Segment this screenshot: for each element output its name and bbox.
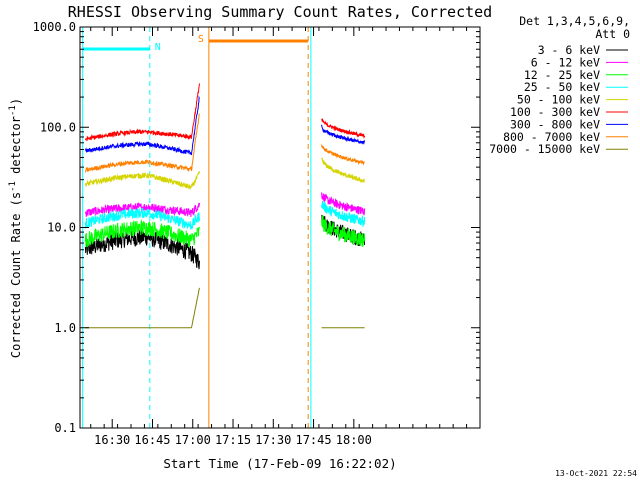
series-segment-post-gap bbox=[321, 215, 366, 247]
y-tick-label: 1.0 bbox=[54, 321, 76, 335]
y-axis-label-end: ) bbox=[9, 98, 23, 105]
series-segment-pre-gap bbox=[84, 83, 200, 142]
legend-label: 12 - 25 keV bbox=[524, 68, 600, 82]
series-line bbox=[84, 83, 366, 142]
legend-header-line1: Det 1,3,4,5,6,9, bbox=[519, 14, 630, 28]
legend-label: 6 - 12 keV bbox=[531, 55, 600, 69]
legend-label: 300 - 800 keV bbox=[510, 117, 600, 131]
series-line bbox=[84, 113, 366, 174]
series-line bbox=[85, 287, 365, 329]
flag-label-n: N bbox=[155, 42, 161, 53]
series-segment-post-gap bbox=[321, 144, 366, 166]
series-segment-pre-gap bbox=[84, 113, 200, 174]
legend-header-line2: Att 0 bbox=[595, 27, 630, 41]
series-segment-pre-gap bbox=[84, 207, 200, 230]
chart-title: RHESSI Observing Summary Count Rates, Co… bbox=[68, 3, 492, 21]
x-tick-label: 17:15 bbox=[215, 433, 251, 447]
series-segment-post-gap bbox=[321, 200, 366, 228]
legend-label: 50 - 100 keV bbox=[517, 93, 600, 107]
series-segment-post-gap bbox=[321, 117, 366, 139]
legend-label: 800 - 7000 keV bbox=[503, 130, 600, 144]
footer-timestamp: 13-Oct-2021 22:54 bbox=[555, 469, 637, 478]
legend-label: 3 - 6 keV bbox=[538, 43, 600, 57]
x-tick-label: 17:30 bbox=[255, 433, 291, 447]
y-axis-label: Corrected Count Rate (s-1 detector-1) bbox=[8, 98, 23, 358]
series-segment-post-gap bbox=[321, 124, 366, 145]
series-line bbox=[84, 156, 365, 190]
legend-label: 25 - 50 keV bbox=[524, 80, 600, 94]
y-tick-label: 10.0 bbox=[47, 221, 76, 235]
y-axis-label-main: Corrected Count Rate (s bbox=[9, 192, 23, 358]
flag-label-s: S bbox=[198, 34, 204, 45]
y-axis-label-mid: detector bbox=[9, 116, 23, 181]
series-segment-pre-gap bbox=[85, 287, 200, 329]
series-line bbox=[84, 215, 366, 248]
x-tick-label: 17:45 bbox=[295, 433, 331, 447]
y-tick-label: 100.0 bbox=[40, 120, 76, 134]
series-segment-pre-gap bbox=[84, 171, 200, 190]
series-segment-pre-gap bbox=[84, 95, 200, 156]
x-tick-label: 18:00 bbox=[336, 433, 372, 447]
series-line bbox=[84, 95, 366, 156]
plot-area: N S 0.1 1.0 10.0 100.0 1000.0 16:30 16:45 17:00 17… bbox=[33, 20, 628, 447]
series-segment-post-gap bbox=[321, 156, 365, 184]
x-tick-label: 17:00 bbox=[175, 433, 211, 447]
y-tick-label: 1000.0 bbox=[33, 20, 76, 34]
x-tick-label: 16:45 bbox=[134, 433, 170, 447]
series-segment-pre-gap bbox=[84, 219, 200, 248]
series-line bbox=[84, 200, 366, 230]
y-tick-label: 0.1 bbox=[54, 421, 76, 435]
y-axis-label-sup1: -1 bbox=[8, 181, 18, 192]
x-tick-label: 16:30 bbox=[94, 433, 130, 447]
x-axis-label: Start Time (17-Feb-09 16:22:02) bbox=[163, 456, 396, 471]
legend-label: 7000 - 15000 keV bbox=[489, 142, 600, 156]
y-axis-label-sup2: -1 bbox=[8, 105, 18, 116]
series-segment-post-gap bbox=[321, 192, 366, 216]
legend-label: 100 - 300 keV bbox=[510, 105, 600, 119]
